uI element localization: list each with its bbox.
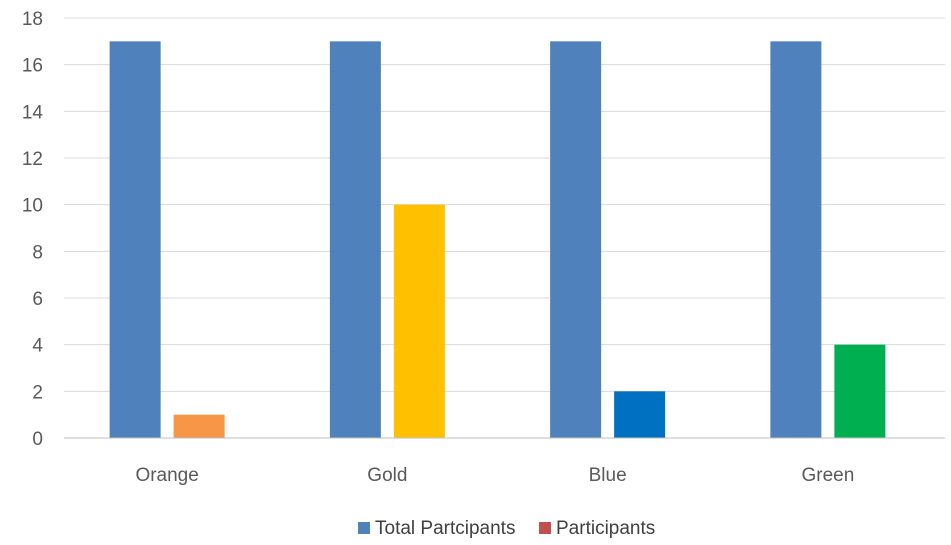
bar-total-partcipants-blue [550,41,602,438]
legend-swatch [358,522,370,534]
y-tick-label: 14 [22,102,44,123]
legend-swatch [539,522,551,534]
y-tick-label: 0 [32,429,43,450]
legend: Total Partcipants Participants [358,518,655,539]
bar-total-partcipants-gold [329,41,381,438]
x-tick-label: Blue [589,465,627,486]
y-tick-label: 16 [22,56,43,77]
bars [109,41,886,438]
bar-participants-blue [614,391,666,438]
bar-participants-orange [173,414,225,438]
y-axis-ticks: 0 2 4 6 8 10 12 14 16 18 [22,9,44,450]
y-tick-label: 2 [32,382,43,403]
y-tick-label: 18 [22,9,43,30]
bar-participants-green [834,344,886,438]
y-tick-label: 4 [32,336,43,357]
bar-total-partcipants-green [770,41,822,438]
y-tick-label: 6 [32,289,43,310]
x-tick-label: Gold [367,465,407,486]
bar-total-partcipants-orange [109,41,161,438]
x-axis-ticks: Orange Gold Blue Green [135,465,854,486]
x-tick-label: Green [801,465,854,486]
legend-label: Total Partcipants [375,518,515,539]
x-tick-label: Orange [135,465,198,486]
y-tick-label: 12 [22,149,43,170]
y-tick-label: 8 [32,242,43,263]
gridlines [64,17,945,392]
legend-label: Participants [556,518,655,539]
bar-participants-gold [393,204,445,438]
y-tick-label: 10 [22,196,43,217]
